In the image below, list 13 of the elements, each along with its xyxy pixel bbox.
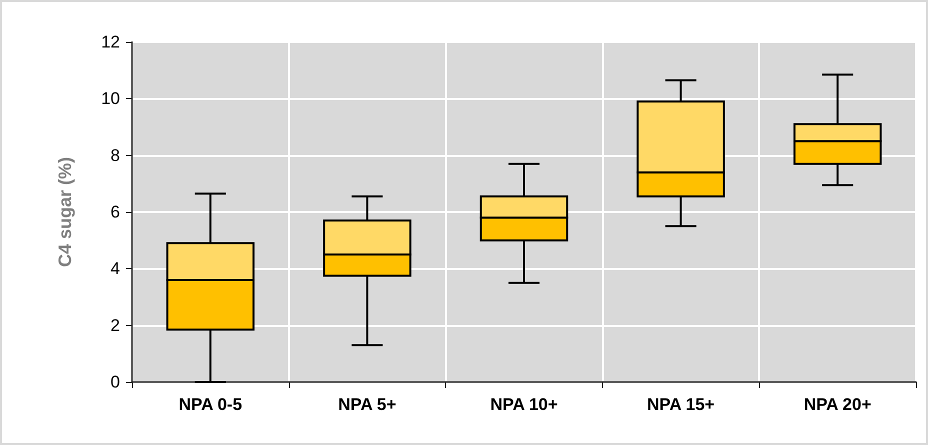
y-tick-label: 8 [110, 146, 120, 165]
y-axis-title: C4 sugar (%) [55, 156, 75, 268]
x-tick-label: NPA 10+ [490, 395, 558, 414]
y-tick-label: 6 [110, 202, 120, 222]
y-tick-label: 12 [101, 32, 120, 52]
y-tick-label: 4 [110, 259, 120, 278]
y-tick-label: 2 [110, 316, 120, 335]
x-tick-label: NPA 0-5 [178, 395, 242, 414]
y-tick-label: 10 [101, 89, 120, 108]
y-tick-label: 0 [110, 372, 120, 392]
x-tick-label: NPA 15+ [647, 395, 715, 414]
x-tick-label: NPA 20+ [804, 395, 872, 414]
x-tick-label: NPA 5+ [338, 395, 396, 414]
